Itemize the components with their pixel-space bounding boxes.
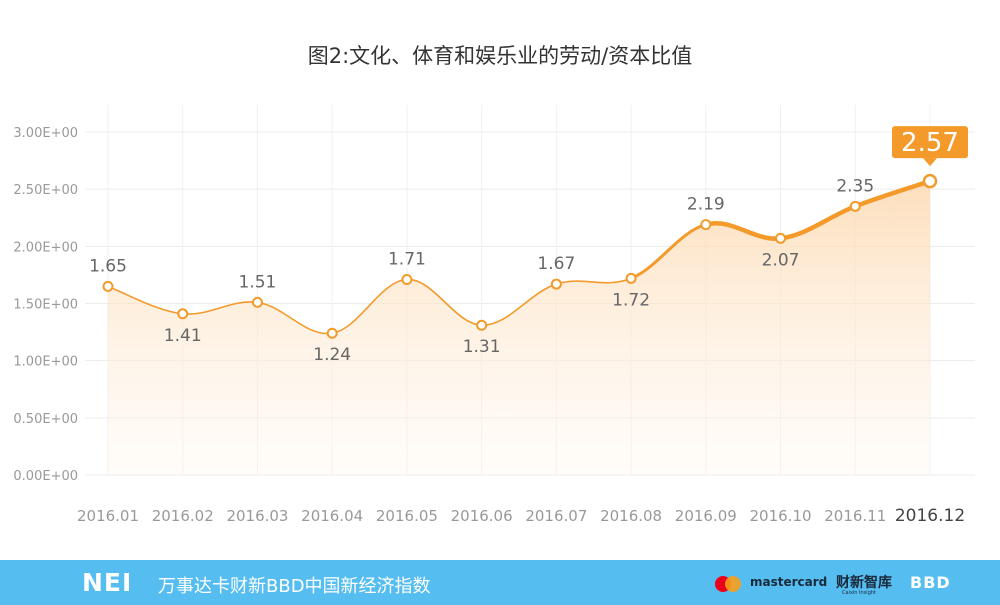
line-segment <box>480 283 558 327</box>
y-tick-label: 1.00E+00 <box>13 355 78 370</box>
data-label: 2.35 <box>836 176 874 196</box>
x-tick-label: 2016.10 <box>750 507 812 525</box>
data-label: 1.41 <box>164 326 202 346</box>
y-tick-label: 2.00E+00 <box>13 240 78 255</box>
callout-box <box>892 126 968 159</box>
data-label: 1.51 <box>239 272 277 292</box>
bbd-logo: BBD <box>910 573 951 592</box>
data-label: 1.67 <box>537 254 575 274</box>
data-point <box>476 319 488 331</box>
data-point <box>251 296 263 308</box>
y-tick-label: 2.50E+00 <box>13 183 78 198</box>
line-segment <box>629 223 708 280</box>
x-tick-label: 2016.09 <box>675 507 737 525</box>
mastercard-label: mastercard <box>750 575 828 589</box>
x-tick-label: 2016.05 <box>376 507 438 525</box>
data-point <box>625 272 637 284</box>
area-path <box>108 181 930 475</box>
line-segment <box>331 278 408 335</box>
data-point <box>102 280 114 292</box>
data-point <box>700 219 712 231</box>
nei-logo: NEI <box>82 568 133 597</box>
footer-bar: NEI 万事达卡财新BBD中国新经济指数 mastercard 财新智库 Cai… <box>0 560 1000 605</box>
y-tick-label: 0.00E+00 <box>13 469 78 484</box>
y-tick-label: 0.50E+00 <box>13 412 78 427</box>
data-label: 1.65 <box>89 256 127 276</box>
x-tick-label: 2016.08 <box>600 507 662 525</box>
data-point <box>849 200 861 212</box>
x-tick-label: 2016.07 <box>525 507 587 525</box>
x-tick-label: 2016.04 <box>301 507 363 525</box>
y-tick-label: 3.00E+00 <box>13 126 78 141</box>
line-segment <box>406 278 483 327</box>
data-point <box>401 273 413 285</box>
line-segment <box>703 221 783 241</box>
data-points <box>102 173 938 339</box>
line-segment <box>256 301 333 335</box>
caixin-insight-logo: 财新智库 <box>836 575 892 591</box>
footer-index-name: 万事达卡财新BBD中国新经济指数 <box>158 576 431 597</box>
area-fill <box>108 181 930 475</box>
x-tick-label: 2016.03 <box>226 507 288 525</box>
data-point <box>922 173 938 189</box>
data-label: 1.72 <box>612 290 650 310</box>
x-tick-label: 2016.01 <box>77 507 139 525</box>
data-labels: 1.65 1.41 1.51 1.24 1.71 1.31 1.67 1.72 2.19 2.07… <box>89 126 968 365</box>
chart-title: 图2:文化、体育和娱乐业的劳动/资本比值 <box>307 44 693 68</box>
data-label: 2.19 <box>687 195 725 215</box>
data-point <box>177 308 189 320</box>
data-label: 1.71 <box>388 249 426 269</box>
x-tick-label: 2016.11 <box>824 507 886 525</box>
y-tick-label: 1.50E+00 <box>13 298 78 313</box>
line-segment <box>181 301 259 315</box>
axes: 0.00E+00 0.50E+00 1.00E+00 1.50E+00 2.00E+00… <box>13 126 965 526</box>
x-tick-label: 2016.12 <box>895 506 965 526</box>
data-label: 1.24 <box>313 345 351 365</box>
mastercard-icon <box>715 576 741 592</box>
callout-pointer <box>923 158 937 167</box>
x-tick-label: 2016.06 <box>451 507 513 525</box>
data-point <box>550 278 562 290</box>
line-segment <box>555 277 632 285</box>
data-label: 2.57 <box>901 128 959 158</box>
data-point <box>775 232 787 244</box>
x-tick-label: 2016.02 <box>152 507 214 525</box>
data-point <box>326 327 338 339</box>
data-label: 1.31 <box>463 337 501 357</box>
data-label: 2.07 <box>762 250 800 270</box>
caixin-insight-sub: Caixin Insight <box>842 590 876 596</box>
line-chart: 1.65 1.41 1.51 1.24 1.71 1.31 1.67 1.72 2.19 2.07… <box>13 105 975 526</box>
line-segment <box>778 204 858 241</box>
series-line <box>107 178 933 335</box>
